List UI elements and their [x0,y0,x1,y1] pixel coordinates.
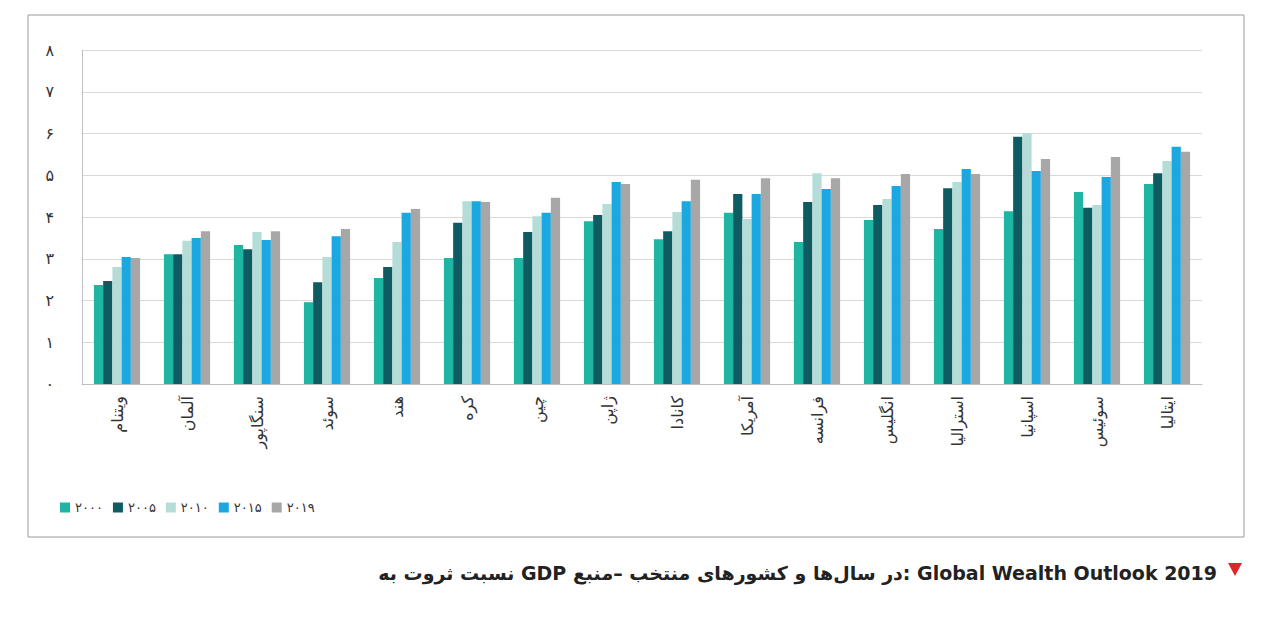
svg-text:ژاپن: ژاپن [598,396,618,425]
svg-text:۱: ۱ [45,333,54,352]
svg-text:۲۰۱۵: ۲۰۱۵ [234,500,262,515]
svg-text:۲۰۱۰: ۲۰۱۰ [181,500,209,515]
svg-text:۵: ۵ [45,166,54,185]
svg-text:نسبت ثروت به GDP در سال‌ها و ک: نسبت ثروت به GDP در سال‌ها و کشورهای منت… [378,562,1217,585]
svg-text:۴: ۴ [45,208,54,227]
svg-text:۰: ۰ [45,375,54,394]
svg-text:استرالیا: استرالیا [948,396,968,447]
svg-text:آمریکا: آمریکا [738,394,758,436]
svg-text:اسپانیا: اسپانیا [1018,396,1038,438]
svg-text:۲: ۲ [45,291,54,310]
svg-text:کانادا: کانادا [668,396,687,430]
svg-text:آلمان: آلمان [178,394,197,431]
svg-text:انگلیس: انگلیس [878,396,898,444]
svg-text:چین: چین [528,396,548,423]
svg-text:۳: ۳ [45,249,54,268]
svg-text:سوئیس: سوئیس [1088,396,1108,447]
svg-text:ایتالیا: ایتالیا [1158,396,1177,429]
svg-text:سنگاپور: سنگاپور [248,396,268,449]
svg-text:۸: ۸ [45,41,54,60]
svg-text:کره: کره [458,396,478,421]
svg-text:۲۰۰۵: ۲۰۰۵ [128,500,156,515]
svg-text:۶: ۶ [45,124,54,143]
svg-text:۲۰۰۰: ۲۰۰۰ [75,500,103,515]
svg-text:ویتنام: ویتنام [108,396,128,433]
svg-text:فرانسه: فرانسه [808,396,828,444]
svg-text:سوئد: سوئد [318,396,338,431]
svg-text:۲۰۱۹: ۲۰۱۹ [287,500,315,515]
svg-text:هند: هند [388,396,407,418]
svg-text:۷: ۷ [45,82,54,101]
